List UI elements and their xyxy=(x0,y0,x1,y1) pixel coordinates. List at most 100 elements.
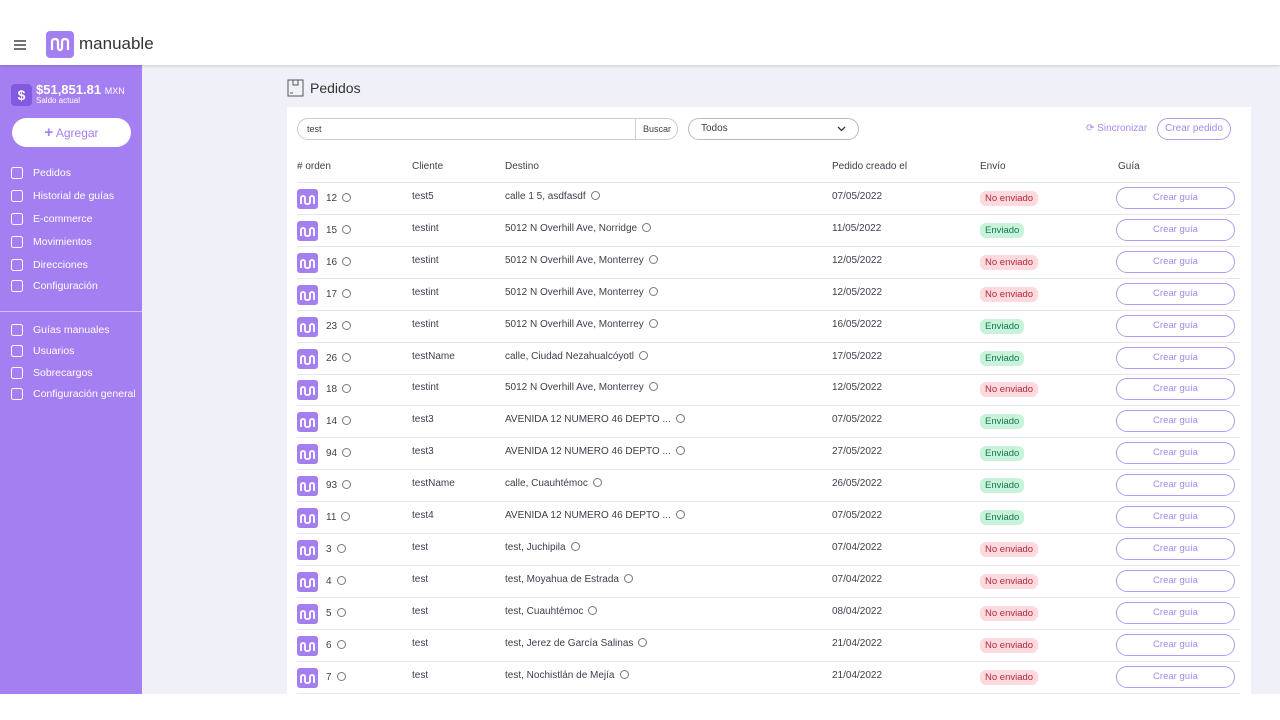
created-date: 27/05/2022 xyxy=(832,446,883,458)
column-header: # orden xyxy=(297,161,331,172)
client: test xyxy=(412,669,429,681)
created-date: 12/05/2022 xyxy=(832,286,883,298)
search-button[interactable]: Buscar xyxy=(635,119,678,139)
order-number-cell: 16 xyxy=(326,247,352,279)
order-number-cell: 3 xyxy=(326,534,346,566)
table-header: # orden Cliente Destino Pedido creado el Env… xyxy=(297,151,1240,183)
create-guide-button[interactable]: Crear guía xyxy=(1116,601,1235,624)
nav-item[interactable]: Direcciones xyxy=(10,258,88,272)
search-box[interactable]: test Buscar xyxy=(297,118,678,140)
nav-item[interactable]: Historial de guías xyxy=(10,189,114,203)
create-guide-button[interactable]: Crear guía xyxy=(1116,218,1235,241)
balance-icon: $ xyxy=(11,84,32,106)
destination-cell: AVENIDA 12 NUMERO 46 DEPTO ... xyxy=(505,406,685,438)
order-logo xyxy=(297,189,318,209)
create-guide-button[interactable]: Crear guía xyxy=(1116,537,1235,560)
nav-item[interactable]: Sobrecargos xyxy=(10,366,93,380)
order-number: 11 xyxy=(326,512,337,523)
create-guide-button[interactable]: Crear guía xyxy=(1116,378,1235,401)
status-badge: Enviado xyxy=(980,222,1025,238)
destination: AVENIDA 12 NUMERO 46 DEPTO ... xyxy=(505,446,671,458)
created-date: 07/04/2022 xyxy=(832,573,883,585)
created-date: 07/05/2022 xyxy=(832,191,883,202)
status-badge: No enviado xyxy=(980,191,1039,206)
menu-button[interactable] xyxy=(13,39,27,51)
destination: 5012 N Overhill Ave, Monterrey xyxy=(505,318,644,330)
create-guide-button[interactable]: Crear guía xyxy=(1116,474,1235,497)
create-guide-button[interactable]: Crear guía xyxy=(1116,282,1235,305)
order-logo xyxy=(297,635,318,656)
column-header: Pedido creado el xyxy=(832,161,908,172)
nav-item[interactable]: Configuración general xyxy=(10,387,136,401)
nav-item[interactable]: E-commerce xyxy=(10,212,93,226)
status-cell: Enviado xyxy=(980,438,1025,470)
orders-card: test Buscar Todos ⟳ Sincronizar Crear pe… xyxy=(287,107,1251,694)
create-guide-button[interactable]: Crear guía xyxy=(1116,569,1235,592)
order-number-cell: 94 xyxy=(326,438,352,470)
info-icon xyxy=(342,416,352,426)
status-badge: No enviado xyxy=(980,573,1039,589)
status-badge: Enviado xyxy=(980,478,1025,494)
nav-item[interactable]: Movimientos xyxy=(10,235,92,249)
info-icon xyxy=(336,671,346,681)
order-number: 14 xyxy=(326,416,338,428)
order-number-cell: 4 xyxy=(326,566,346,598)
destination-cell: test, Cuauhtémoc xyxy=(505,598,598,630)
nav-item[interactable]: Pedidos xyxy=(10,166,71,180)
info-icon xyxy=(342,320,352,330)
balance-amount: $51,851.81 xyxy=(36,82,102,97)
client: testint xyxy=(412,254,439,266)
create-guide-button[interactable]: Crear guía xyxy=(1116,314,1235,337)
status-cell: No enviado xyxy=(980,630,1039,662)
order-number-cell: 23 xyxy=(326,311,352,343)
info-icon xyxy=(675,510,685,519)
create-guide-button[interactable]: Crear guía xyxy=(1116,187,1235,209)
status-cell: Enviado xyxy=(980,215,1025,247)
created-date: 07/05/2022 xyxy=(832,414,883,426)
info-icon xyxy=(648,318,658,328)
nav-item[interactable]: Configuración xyxy=(10,279,98,293)
info-icon xyxy=(675,414,685,424)
create-guide-button[interactable]: Crear guía xyxy=(1116,410,1235,433)
order-row: 5 test test, Cuauhtémoc 08/04/2022 No enviad… xyxy=(297,598,1240,630)
destination-cell: AVENIDA 12 NUMERO 46 DEPTO ... xyxy=(505,502,685,534)
sync-button[interactable]: ⟳ Sincronizar xyxy=(1086,123,1148,134)
created-date: 21/04/2022 xyxy=(832,637,883,649)
order-number-cell: 6 xyxy=(326,630,346,662)
create-guide-button[interactable]: Crear guía xyxy=(1116,442,1235,465)
create-guide-button[interactable]: Crear guía xyxy=(1116,665,1235,688)
create-order-button[interactable]: Crear pedido xyxy=(1157,118,1231,140)
order-logo xyxy=(297,603,318,624)
order-number-cell: 7 xyxy=(326,662,346,694)
status-cell: No enviado xyxy=(980,247,1039,279)
status-badge: No enviado xyxy=(980,669,1039,685)
divider xyxy=(0,311,142,312)
client: testName xyxy=(412,478,455,490)
status-cell: Enviado xyxy=(980,343,1025,375)
status-badge: No enviado xyxy=(980,541,1039,557)
order-number: 3 xyxy=(326,543,332,555)
destination-cell: 5012 N Overhill Ave, Monterrey xyxy=(505,279,658,311)
balance: $51,851.81 MXN xyxy=(36,82,125,97)
nav-item[interactable]: Usuarios xyxy=(10,344,74,358)
add-button[interactable]: + Agregar xyxy=(12,118,131,147)
destination: 5012 N Overhill Ave, Monterrey xyxy=(505,382,644,394)
search-input[interactable]: test xyxy=(307,124,322,134)
destination: calle, Cuauhtémoc xyxy=(505,478,588,490)
order-logo xyxy=(297,539,318,560)
order-number: 26 xyxy=(326,352,338,364)
order-row: 4 test test, Moyahua de Estrada 07/04/2022 N… xyxy=(297,566,1240,598)
create-guide-button[interactable]: Crear guía xyxy=(1116,633,1235,656)
sidebar: $ $51,851.81 MXN Saldo actual + Agregar … xyxy=(0,65,142,694)
create-guide-button[interactable]: Crear guía xyxy=(1116,346,1235,369)
logo[interactable] xyxy=(46,31,74,58)
order-number: 12 xyxy=(326,193,338,204)
destination: calle 1 5, asdfasdf xyxy=(505,191,586,202)
create-guide-button[interactable]: Crear guía xyxy=(1116,506,1235,528)
created-date: 16/05/2022 xyxy=(832,318,883,330)
order-number: 6 xyxy=(326,639,332,651)
nav-item[interactable]: Guías manuales xyxy=(10,323,109,337)
status-filter[interactable]: Todos xyxy=(688,118,859,140)
destination-cell: calle, Ciudad Nezahualcóyotl xyxy=(505,343,648,375)
create-guide-button[interactable]: Crear guía xyxy=(1116,250,1235,273)
